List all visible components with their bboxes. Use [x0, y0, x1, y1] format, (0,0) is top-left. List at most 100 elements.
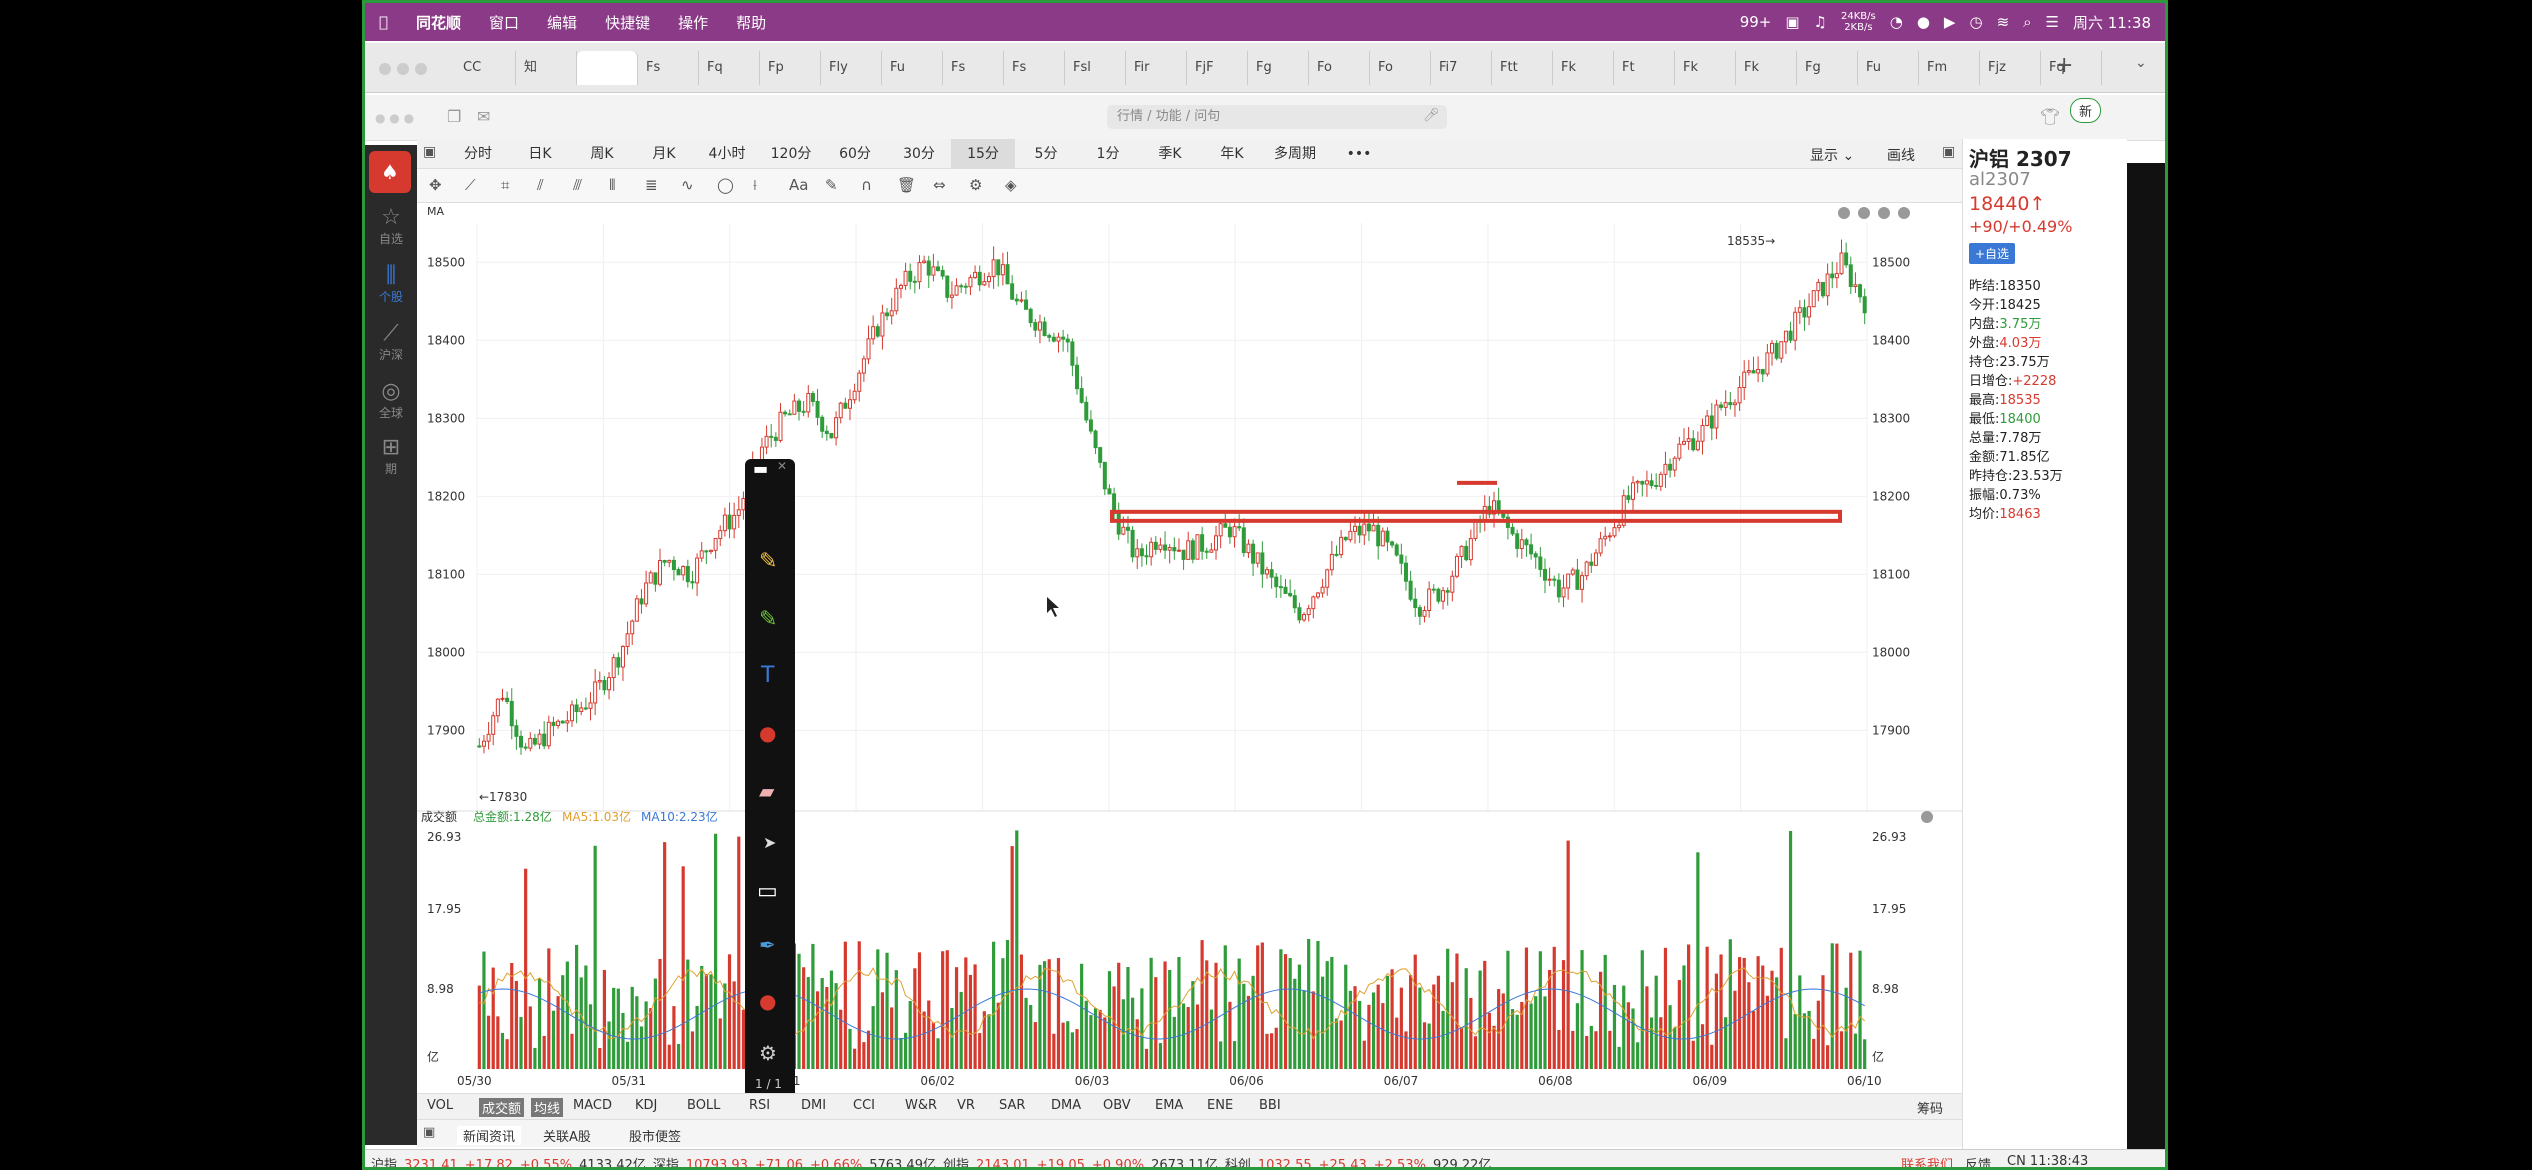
whiteboard-icon[interactable]: ▭	[757, 879, 778, 904]
ruler-icon[interactable]: ⟊	[753, 176, 757, 194]
menu-window[interactable]: 窗口	[480, 13, 519, 32]
menu-help[interactable]: 帮助	[727, 13, 766, 32]
indicator-tab[interactable]: SAR	[999, 1098, 1026, 1113]
period-tab[interactable]: 120分	[770, 146, 812, 162]
sidebar-toggle-icon[interactable]: ▣	[1942, 144, 1956, 160]
indicator-tab[interactable]: W&R	[905, 1098, 938, 1113]
panel-toggle-icon[interactable]: ▣	[423, 144, 437, 160]
ray-icon[interactable]: ⫽	[537, 176, 544, 194]
zoom-in-icon[interactable]	[1858, 207, 1870, 219]
menu-app-name[interactable]: 同花顺	[407, 13, 461, 32]
layers-icon[interactable]: ◈	[1005, 176, 1017, 194]
period-tab[interactable]: 1分	[1096, 146, 1120, 162]
gauge-icon[interactable]: ◔	[1889, 13, 1903, 31]
news-tab-related[interactable]: 关联A股	[543, 1130, 591, 1145]
datetime[interactable]: 周六 11:38	[2073, 13, 2151, 32]
drawtool-close-icon[interactable]: ✕	[777, 459, 788, 473]
move-icon[interactable]: ✥	[429, 176, 442, 194]
indicator-tab[interactable]: MACD	[573, 1098, 612, 1113]
indicator-tab[interactable]: DMI	[801, 1098, 827, 1113]
clock-icon[interactable]: ◷	[1969, 13, 1983, 31]
wave-icon[interactable]: ∿	[681, 176, 694, 194]
text-tool-icon[interactable]: T	[761, 663, 775, 688]
search-input[interactable]: 行情 / 功能 / 问句	[1107, 105, 1447, 129]
news-panel-icon[interactable]: ▣	[423, 1125, 436, 1140]
browser-tab[interactable]: Fq	[699, 51, 760, 85]
period-tab[interactable]: 60分	[839, 146, 871, 162]
indicator-tab[interactable]: CCI	[853, 1098, 875, 1113]
maximize-dot[interactable]	[415, 63, 427, 75]
text-icon[interactable]: Aa	[789, 176, 809, 194]
browser-tab[interactable]: Fk	[1736, 51, 1797, 85]
indicator-tab[interactable]: BBI	[1259, 1098, 1281, 1113]
sidebar-item-futures[interactable]: ⊞ 期	[365, 435, 417, 477]
period-tab[interactable]: 4小时	[708, 146, 746, 162]
period-tab[interactable]: 分时	[464, 146, 492, 162]
crop-icon[interactable]: ⌗	[501, 176, 510, 194]
period-tab[interactable]: 周K	[590, 146, 614, 162]
draw-line-button[interactable]: 画线	[1887, 148, 1915, 164]
pointer-icon[interactable]: ➤	[763, 833, 777, 852]
wechat-icon[interactable]: ●	[1916, 13, 1930, 31]
news-tab-info[interactable]: 新闻资讯	[457, 1126, 522, 1145]
feedback-link[interactable]: 反馈	[1965, 1158, 1992, 1170]
indicator-tab[interactable]: OBV	[1103, 1098, 1131, 1113]
settings-gear-icon[interactable]: ⚙	[759, 1041, 777, 1065]
notification-badge[interactable]: 99+	[1739, 13, 1772, 31]
shape-tool-icon[interactable]: ●	[759, 721, 777, 745]
close-chart-icon[interactable]	[1878, 207, 1890, 219]
display-button[interactable]: 显示 ⌄	[1810, 148, 1855, 164]
period-tab[interactable]: •••	[1346, 146, 1372, 162]
browser-tab[interactable]: Ftt	[1492, 51, 1553, 85]
browser-tab[interactable]: Fk	[1675, 51, 1736, 85]
browser-tab[interactable]: Fp	[760, 51, 821, 85]
indicator-tab[interactable]: DMA	[1051, 1098, 1082, 1113]
zoom-out-icon[interactable]	[1838, 207, 1850, 219]
period-tab[interactable]: 日K	[528, 146, 552, 162]
period-tab[interactable]: 年K	[1220, 146, 1244, 162]
browser-tab[interactable]	[577, 51, 638, 85]
fib-icon[interactable]: ≣	[645, 176, 658, 194]
line-icon[interactable]: ⟋	[465, 176, 476, 194]
channel-icon[interactable]: ⫻	[573, 176, 582, 194]
contact-link[interactable]: 联系我们	[1901, 1158, 1954, 1170]
browser-tab[interactable]: Ft	[1614, 51, 1675, 85]
browser-tab[interactable]: 知	[516, 51, 577, 85]
browser-tab[interactable]: Fg	[1248, 51, 1309, 85]
browser-tab[interactable]: Fs	[1004, 51, 1065, 85]
menu-edit[interactable]: 编辑	[538, 13, 577, 32]
mail-icon[interactable]: ✉	[477, 107, 491, 126]
highlighter-yellow-icon[interactable]: ✎	[759, 549, 778, 574]
wifi-icon[interactable]: ≋	[1996, 13, 2010, 31]
browser-tab[interactable]: Fo	[1370, 51, 1431, 85]
circle-icon[interactable]: ◯	[717, 176, 734, 194]
menu-operate[interactable]: 操作	[669, 13, 708, 32]
browser-tab[interactable]: Fk	[1553, 51, 1614, 85]
indicator-tab[interactable]: BOLL	[687, 1098, 721, 1113]
new-tab-icon[interactable]: +	[2055, 53, 2074, 78]
sidebar-item-favorites[interactable]: ☆ 自选	[365, 205, 417, 247]
record-dot-icon[interactable]: ●	[759, 989, 777, 1013]
browser-tab[interactable]: Fm	[1919, 51, 1980, 85]
period-tab[interactable]: 5分	[1034, 146, 1058, 162]
gear-icon[interactable]: ⚙	[969, 176, 983, 194]
indicator-tab[interactable]: EMA	[1155, 1098, 1184, 1113]
browser-tab[interactable]: Fo	[1309, 51, 1370, 85]
browser-tab[interactable]: Fu	[1858, 51, 1919, 85]
chart-settings-icon[interactable]	[1898, 207, 1910, 219]
browser-tab[interactable]: Fs	[638, 51, 699, 85]
period-tab[interactable]: 30分	[903, 146, 935, 162]
drawtool-minimize-icon[interactable]: ▬	[753, 459, 769, 478]
browser-tab[interactable]: Fi7	[1431, 51, 1492, 85]
browser-tab[interactable]: Fs	[943, 51, 1004, 85]
bell-icon[interactable]: ♫	[1813, 13, 1827, 31]
add-favorite-button[interactable]: +自选	[1969, 243, 2016, 264]
search-icon[interactable]: ⌕	[2023, 13, 2032, 31]
browser-tab[interactable]: Fir	[1126, 51, 1187, 85]
magnet-icon[interactable]: ∩	[861, 176, 872, 194]
highlighter-green-icon[interactable]: ✎	[759, 607, 778, 632]
news-tab-notes[interactable]: 股市便签	[629, 1130, 682, 1145]
bars-icon[interactable]: ⦀	[609, 176, 616, 194]
brush-icon[interactable]: ✎	[825, 176, 838, 194]
trash-icon[interactable]: 🗑︎	[897, 176, 917, 194]
